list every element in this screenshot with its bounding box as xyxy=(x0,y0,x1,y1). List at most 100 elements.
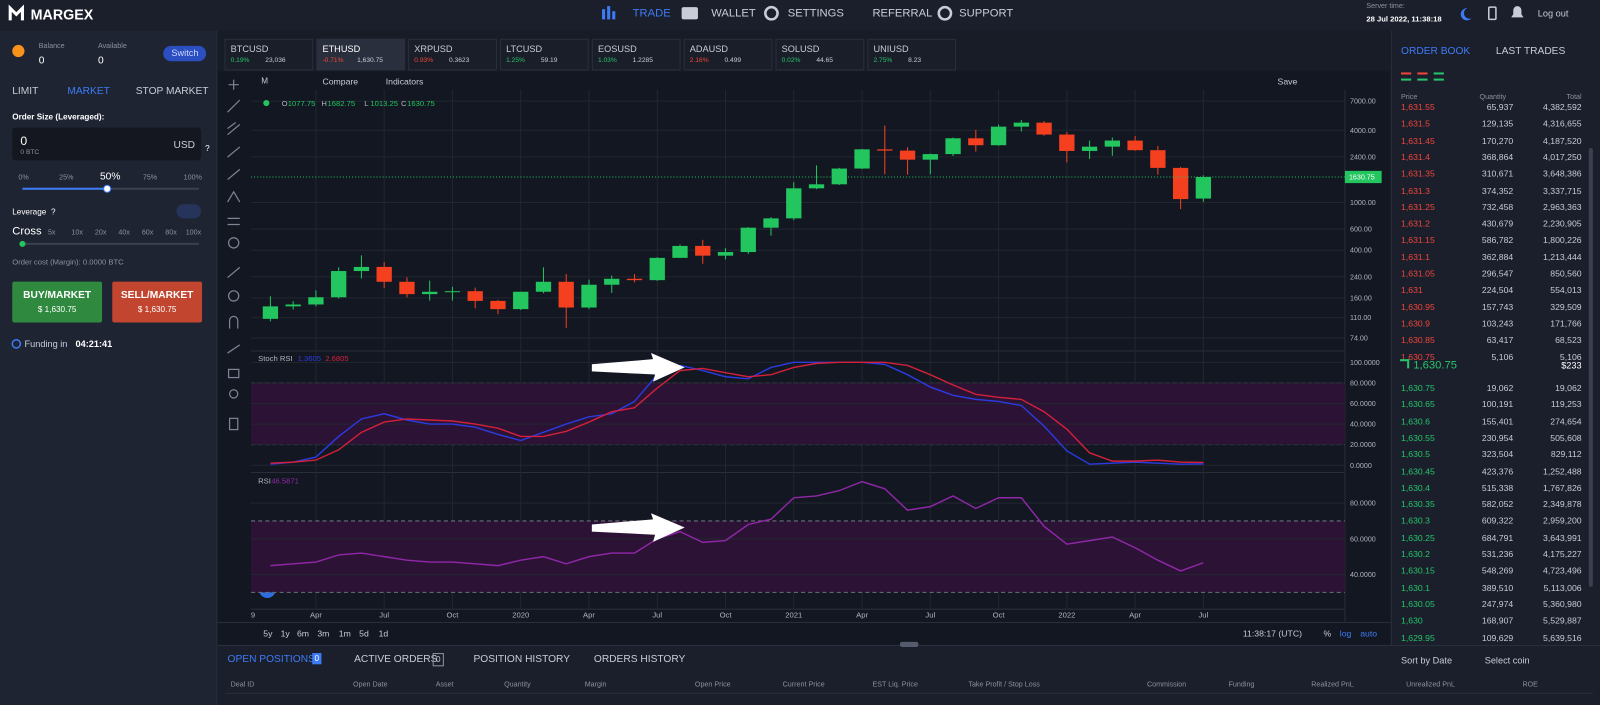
indicators[interactable]: Indicators xyxy=(385,76,424,87)
ticker[interactable] xyxy=(408,38,497,71)
position-column: Take Profit / Stop Loss xyxy=(968,681,1040,689)
book-quantity: 368,864 xyxy=(1481,151,1514,163)
logout[interactable]: Log out xyxy=(1537,8,1569,19)
indicator-line xyxy=(270,480,1204,572)
ticker-price: 0.3623 xyxy=(448,57,470,65)
leverage-option[interactable]: 10x xyxy=(71,229,83,237)
ticker[interactable] xyxy=(316,38,406,71)
ticker[interactable] xyxy=(867,38,957,71)
nav-item[interactable]: SUPPORT xyxy=(959,7,1014,20)
leverage-option[interactable]: 5x xyxy=(47,229,56,237)
ticker-change: 0.93% xyxy=(414,57,434,65)
book-total: 5,106 xyxy=(1559,351,1582,362)
book-quantity: 374,352 xyxy=(1481,185,1514,196)
switch-label[interactable]: Switch xyxy=(171,47,199,59)
theme-icon[interactable] xyxy=(1460,8,1472,21)
cross[interactable]: Cross xyxy=(12,225,42,238)
indicator-title: RSI xyxy=(258,477,271,486)
ticker[interactable] xyxy=(591,38,681,71)
range-option[interactable]: 5y xyxy=(263,628,273,639)
book-price: 1,631.3 xyxy=(1401,185,1430,196)
range-option[interactable]: 1y xyxy=(280,628,290,639)
leverage-option[interactable]: 40x xyxy=(118,229,130,237)
book-tab[interactable]: ORDER BOOK xyxy=(1401,45,1471,58)
range-option[interactable]: 1m xyxy=(338,628,351,639)
position-tab[interactable]: ORDERS HISTORY xyxy=(593,654,686,666)
percent-toggle[interactable]: % xyxy=(1323,628,1332,639)
percent-label[interactable]: 75% xyxy=(142,174,158,182)
book-quantity: 19,062 xyxy=(1486,382,1514,393)
ticker[interactable] xyxy=(775,38,865,71)
book-quantity: 155,401 xyxy=(1481,415,1514,427)
ticker[interactable] xyxy=(499,38,589,71)
sell-button[interactable] xyxy=(112,281,203,323)
book-total: 2,349,878 xyxy=(1543,499,1582,510)
ticker[interactable] xyxy=(224,38,314,71)
book-view[interactable] xyxy=(1417,72,1428,81)
book-view[interactable] xyxy=(1433,72,1444,81)
nav-item[interactable]: REFERRAL xyxy=(872,7,933,20)
book-price: 1,630.15 xyxy=(1401,565,1435,576)
mobile-icon[interactable] xyxy=(1488,6,1497,21)
log-toggle[interactable]: log xyxy=(1339,628,1352,639)
nav-item[interactable]: WALLET xyxy=(711,7,756,20)
order-tab[interactable]: STOP MARKET xyxy=(135,85,209,97)
leverage-slider-knob[interactable] xyxy=(19,240,26,247)
leverage-option[interactable]: 80x xyxy=(165,229,177,237)
book-total: 4,316,655 xyxy=(1543,118,1582,129)
price-tag xyxy=(1344,170,1382,184)
candle-body xyxy=(786,188,802,219)
compare[interactable]: Compare xyxy=(322,76,359,87)
book-tab[interactable]: LAST TRADES xyxy=(1495,45,1566,58)
help: ? xyxy=(205,143,210,154)
leverage-option[interactable]: 100x xyxy=(185,229,202,237)
chart-time: 11:38:17 (UTC) xyxy=(1242,628,1302,639)
percent-label[interactable]: 25% xyxy=(59,174,74,182)
position-tab[interactable]: OPEN POSITIONS xyxy=(227,654,315,666)
percent-label[interactable]: 0% xyxy=(18,174,29,182)
size-slider-knob[interactable] xyxy=(103,184,112,193)
nav-item[interactable]: SETTINGS xyxy=(787,7,844,20)
book-price: 1,630.2 xyxy=(1401,548,1430,560)
nav-item[interactable]: TRADE xyxy=(632,7,671,20)
switch-button[interactable] xyxy=(163,45,207,62)
funding-icon xyxy=(11,339,22,349)
book-view[interactable] xyxy=(1401,72,1412,81)
input-box[interactable] xyxy=(12,127,202,161)
auto-toggle[interactable]: auto xyxy=(1360,628,1378,639)
interval[interactable]: M xyxy=(261,76,269,86)
ticker-price: 1.2285 xyxy=(632,57,653,65)
order-tab[interactable]: LIMIT xyxy=(12,85,39,97)
bell-icon[interactable] xyxy=(1511,6,1524,18)
candle-body xyxy=(717,252,734,256)
indicator-line xyxy=(270,361,1204,464)
book-price: 1,631.25 xyxy=(1401,201,1435,213)
y-tick-label: 20.0000 xyxy=(1350,441,1376,449)
range-option[interactable]: 6m xyxy=(296,628,309,639)
range-option[interactable]: 3m xyxy=(317,628,330,639)
book-total: 2,230,905 xyxy=(1543,218,1582,229)
range-option[interactable]: 1d xyxy=(378,628,389,639)
ticker[interactable] xyxy=(683,38,773,71)
x-tick-label: Oct xyxy=(720,610,733,619)
percent-label[interactable]: 50% xyxy=(99,171,121,183)
ticker-change: -0.71% xyxy=(322,57,344,65)
scrollbar[interactable] xyxy=(1588,147,1593,587)
leverage-option[interactable]: 60x xyxy=(141,229,154,237)
buy-button[interactable] xyxy=(12,281,103,323)
sort[interactable]: Sort by Date xyxy=(1401,655,1453,666)
wallet-icon xyxy=(681,7,698,20)
range-option[interactable]: 5d xyxy=(359,628,369,639)
leverage-toggle[interactable] xyxy=(176,204,202,219)
select-coin[interactable]: Select coin xyxy=(1484,655,1530,666)
order-tab[interactable]: MARKET xyxy=(67,85,110,97)
position-tab[interactable]: ACTIVE ORDERS xyxy=(354,654,438,666)
position-tab[interactable]: POSITION HISTORY xyxy=(473,654,571,666)
candle-body xyxy=(581,284,597,308)
buy-price: $ 1,630.75 xyxy=(37,305,77,315)
leverage-option[interactable]: 20x xyxy=(94,229,107,237)
book-total: 505,608 xyxy=(1550,432,1582,443)
resize-handle[interactable] xyxy=(899,641,919,647)
save[interactable]: Save xyxy=(1277,76,1298,87)
percent-label[interactable]: 100% xyxy=(183,174,202,182)
